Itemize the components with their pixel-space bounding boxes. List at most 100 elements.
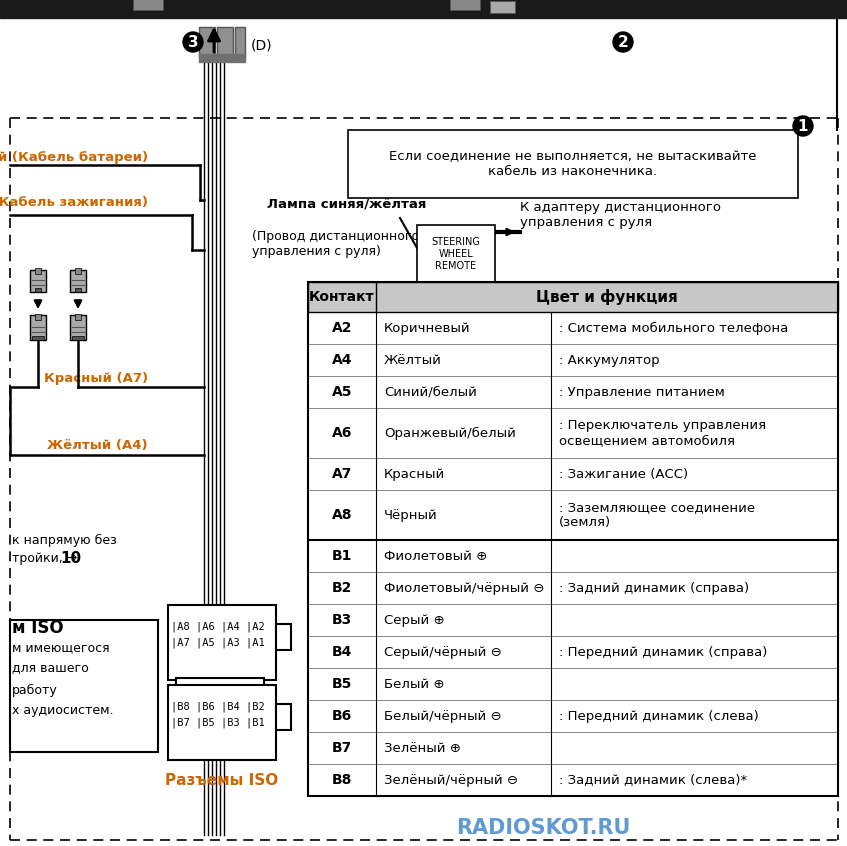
Text: A8: A8 bbox=[332, 508, 352, 522]
Bar bbox=[308, 282, 838, 796]
Bar bbox=[308, 732, 838, 764]
Bar bbox=[308, 572, 838, 604]
Text: тройки, →: тройки, → bbox=[12, 552, 81, 564]
Text: Белый ⊕: Белый ⊕ bbox=[384, 678, 445, 690]
Bar bbox=[75, 268, 81, 274]
Text: Зелёный ⊕: Зелёный ⊕ bbox=[384, 741, 461, 755]
Text: Цвет и функция: Цвет и функция bbox=[536, 289, 678, 305]
Text: B1: B1 bbox=[332, 549, 352, 563]
Bar bbox=[450, 0, 480, 10]
Bar bbox=[235, 27, 245, 57]
Bar bbox=[348, 130, 798, 198]
Text: (D): (D) bbox=[251, 38, 273, 52]
Text: : Управление питанием: : Управление питанием bbox=[559, 386, 725, 398]
Bar bbox=[308, 668, 838, 700]
Bar bbox=[308, 408, 838, 458]
Bar bbox=[168, 685, 276, 760]
Bar bbox=[32, 336, 44, 340]
Bar bbox=[308, 376, 838, 408]
Text: Синий/белый: Синий/белый bbox=[384, 386, 477, 398]
Bar bbox=[308, 458, 838, 490]
Bar bbox=[308, 344, 838, 376]
Text: |A8 |A6 |A4 |A2: |A8 |A6 |A4 |A2 bbox=[171, 622, 265, 632]
Text: : Передний динамик (справа): : Передний динамик (справа) bbox=[559, 645, 767, 658]
Text: B3: B3 bbox=[332, 613, 352, 627]
Text: Фиолетовый/чёрный ⊖: Фиолетовый/чёрный ⊖ bbox=[384, 581, 545, 595]
Bar bbox=[10, 620, 158, 752]
Bar bbox=[308, 312, 838, 344]
Text: Красный (Кабель зажигания): Красный (Кабель зажигания) bbox=[0, 195, 148, 208]
Bar bbox=[75, 288, 81, 292]
Text: : Задний динамик (слева)*: : Задний динамик (слева)* bbox=[559, 773, 747, 787]
Text: A4: A4 bbox=[332, 353, 352, 367]
Text: : Аккумулятор: : Аккумулятор bbox=[559, 354, 660, 366]
Text: : Задний динамик (справа): : Задний динамик (справа) bbox=[559, 581, 749, 595]
Text: Если соединение не выполняется, не вытаскивайте
кабель из наконечника.: Если соединение не выполняется, не вытас… bbox=[390, 150, 756, 178]
Bar bbox=[390, 0, 590, 15]
Text: Чёрный: Чёрный bbox=[384, 508, 438, 521]
Bar bbox=[30, 315, 46, 340]
Text: Фиолетовый ⊕: Фиолетовый ⊕ bbox=[384, 550, 487, 563]
Text: Разъемы ISO: Разъемы ISO bbox=[165, 772, 279, 788]
Bar bbox=[35, 288, 41, 292]
Bar bbox=[308, 490, 838, 540]
Bar bbox=[35, 314, 41, 320]
Text: 1: 1 bbox=[798, 118, 808, 134]
Text: м имеющегося: м имеющегося bbox=[12, 641, 109, 655]
Text: Жёлтый: Жёлтый bbox=[384, 354, 442, 366]
Bar bbox=[70, 270, 86, 292]
Text: Белый/чёрный ⊖: Белый/чёрный ⊖ bbox=[384, 710, 501, 722]
Text: B7: B7 bbox=[332, 741, 352, 755]
Text: к напрямую без: к напрямую без bbox=[12, 534, 117, 547]
Text: : Система мобильного телефона: : Система мобильного телефона bbox=[559, 321, 789, 334]
Bar bbox=[308, 700, 838, 732]
Bar bbox=[308, 636, 838, 668]
Text: К адаптеру дистанционного
управления с руля: К адаптеру дистанционного управления с р… bbox=[520, 201, 721, 229]
Bar bbox=[0, 0, 847, 18]
Text: RADIOSKOT.RU: RADIOSKOT.RU bbox=[456, 818, 630, 838]
Bar bbox=[217, 27, 233, 57]
Text: |B8 |B6 |B4 |B2: |B8 |B6 |B4 |B2 bbox=[171, 701, 265, 712]
Text: B2: B2 bbox=[332, 581, 352, 595]
Text: для вашего: для вашего bbox=[12, 662, 89, 674]
Text: Оранжевый/белый: Оранжевый/белый bbox=[384, 426, 516, 440]
Bar bbox=[199, 54, 245, 62]
Bar bbox=[417, 225, 495, 283]
Text: |B7 |B5 |B3 |B1: |B7 |B5 |B3 |B1 bbox=[171, 717, 265, 728]
Circle shape bbox=[613, 32, 633, 52]
Bar bbox=[308, 540, 838, 572]
Text: A5: A5 bbox=[332, 385, 352, 399]
Bar bbox=[72, 336, 84, 340]
Circle shape bbox=[793, 116, 813, 136]
Text: : Передний динамик (слева): : Передний динамик (слева) bbox=[559, 710, 759, 722]
Text: STEERING
WHEEL
REMOTE: STEERING WHEEL REMOTE bbox=[432, 238, 480, 271]
Text: : Зажигание (АСС): : Зажигание (АСС) bbox=[559, 468, 688, 481]
Text: Лампа синяя/жёлтая: Лампа синяя/жёлтая bbox=[267, 197, 426, 211]
Text: B4: B4 bbox=[332, 645, 352, 659]
Text: Серый/чёрный ⊖: Серый/чёрный ⊖ bbox=[384, 645, 501, 658]
Text: Серый ⊕: Серый ⊕ bbox=[384, 613, 445, 627]
Circle shape bbox=[183, 32, 203, 52]
Text: х аудиосистем.: х аудиосистем. bbox=[12, 704, 113, 717]
Text: Жёлтый (А4): Жёлтый (А4) bbox=[47, 438, 148, 452]
Bar bbox=[176, 678, 264, 690]
Text: Жёлтый (Кабель батареи): Жёлтый (Кабель батареи) bbox=[0, 151, 148, 163]
Text: : Заземляющее соединение
(земля): : Заземляющее соединение (земля) bbox=[559, 501, 756, 529]
Text: Красный: Красный bbox=[384, 468, 446, 481]
Text: A6: A6 bbox=[332, 426, 352, 440]
Bar bbox=[70, 315, 86, 340]
Text: 10: 10 bbox=[60, 551, 81, 565]
Text: 3: 3 bbox=[188, 35, 198, 50]
Text: Зелёный/чёрный ⊖: Зелёный/чёрный ⊖ bbox=[384, 773, 518, 787]
Bar bbox=[308, 282, 838, 312]
Bar bbox=[308, 764, 838, 796]
Bar bbox=[199, 27, 215, 57]
Bar bbox=[490, 1, 515, 13]
Text: .: . bbox=[76, 552, 80, 564]
Bar bbox=[35, 268, 41, 274]
Text: |A7 |A5 |A3 |A1: |A7 |A5 |A3 |A1 bbox=[171, 638, 265, 648]
Text: B8: B8 bbox=[332, 773, 352, 787]
Text: Коричневый: Коричневый bbox=[384, 321, 471, 334]
Text: Контакт: Контакт bbox=[309, 290, 375, 304]
Text: Красный (А7): Красный (А7) bbox=[44, 371, 148, 384]
